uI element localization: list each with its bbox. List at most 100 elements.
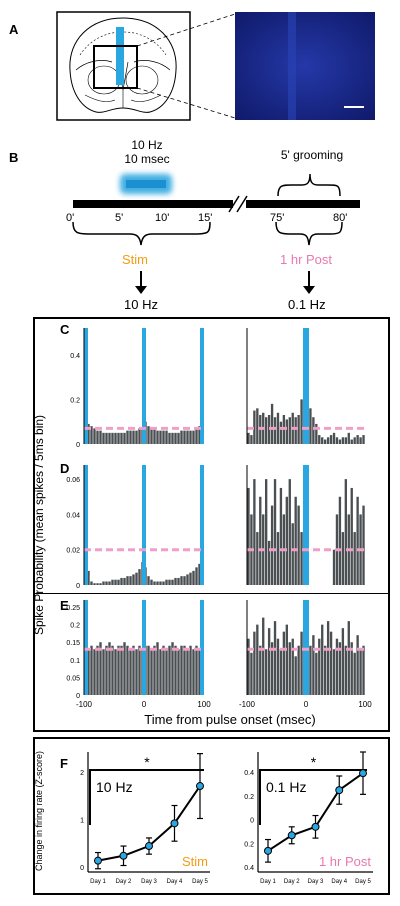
data-point bbox=[196, 782, 204, 791]
psth-c-left: 0.4 0.2 0 bbox=[70, 328, 204, 449]
y-tick-label: 0.1 bbox=[70, 658, 80, 665]
psth-bar bbox=[315, 652, 318, 695]
zoom-box bbox=[93, 45, 138, 89]
arrow-down-icon bbox=[303, 286, 315, 294]
data-point bbox=[264, 846, 272, 855]
psth-bar bbox=[350, 642, 353, 695]
psth-bar bbox=[168, 579, 171, 585]
psth-bar bbox=[183, 576, 186, 585]
psth-bar bbox=[192, 649, 195, 695]
psth-bar bbox=[156, 581, 159, 585]
psth-bar bbox=[288, 417, 291, 444]
psth-bar bbox=[195, 567, 198, 585]
psth-bar bbox=[123, 432, 126, 444]
stim-marker bbox=[142, 465, 146, 585]
psth-bar bbox=[276, 532, 280, 585]
stim-params: 10 Hz 10 msec bbox=[112, 138, 182, 166]
psth-bar bbox=[156, 642, 159, 695]
psth-bar bbox=[356, 435, 359, 444]
psth-bar bbox=[250, 652, 253, 695]
psth-bar bbox=[174, 645, 177, 695]
psth-bar bbox=[90, 426, 93, 444]
psth-bar bbox=[347, 621, 350, 695]
y-tick-label: 0.2 bbox=[70, 397, 80, 404]
psth-bar bbox=[177, 432, 180, 444]
psth-bar bbox=[291, 523, 294, 585]
post-brace bbox=[275, 221, 343, 246]
timeline-bar bbox=[73, 200, 233, 208]
psth-bar bbox=[259, 645, 262, 695]
psth-bar bbox=[318, 638, 321, 695]
psth-bar bbox=[273, 479, 277, 585]
y-tick-label: 0.02 bbox=[66, 548, 80, 555]
psth-bar bbox=[135, 430, 138, 444]
psth-bar bbox=[279, 421, 283, 444]
psth-bar bbox=[362, 435, 365, 444]
optic-fiber-icon bbox=[116, 27, 124, 85]
y-tick-label: 0.04 bbox=[66, 512, 80, 519]
psth-bar bbox=[198, 563, 201, 585]
data-point bbox=[359, 769, 367, 778]
x-tick-label: Day 4 bbox=[331, 879, 347, 885]
psth-bar bbox=[126, 576, 129, 585]
psth-bar bbox=[341, 532, 345, 585]
psth-bar bbox=[270, 403, 274, 444]
stim-marker bbox=[303, 600, 309, 695]
psth-bar bbox=[135, 572, 138, 585]
data-point bbox=[119, 851, 128, 860]
psth-bar bbox=[153, 428, 156, 444]
psth-bar bbox=[353, 652, 356, 695]
grooming-brace bbox=[277, 173, 341, 197]
psth-bar bbox=[344, 645, 347, 695]
stim-marker bbox=[84, 600, 88, 695]
panel-f-letter: F bbox=[60, 756, 68, 771]
y-tick-label: 0.4 bbox=[244, 865, 254, 872]
panel-a-brain bbox=[56, 11, 375, 121]
psth-bar bbox=[102, 432, 105, 444]
psth-bar bbox=[309, 408, 312, 444]
y-tick-label: 1 bbox=[80, 818, 84, 825]
post-rate: 0.1 Hz bbox=[288, 297, 326, 312]
psth-bar bbox=[321, 624, 324, 695]
data-point bbox=[170, 819, 179, 828]
psth-bar bbox=[300, 399, 303, 444]
psth-bar bbox=[256, 408, 259, 444]
tick-75: 75' bbox=[270, 212, 285, 224]
psth-bar bbox=[147, 426, 150, 444]
psth-xlabel: Time from pulse onset (msec) bbox=[144, 712, 316, 727]
panel-d-letter: D bbox=[60, 461, 70, 476]
histology-image bbox=[235, 12, 375, 120]
psth-bar bbox=[324, 645, 327, 695]
psth-bar bbox=[265, 417, 268, 444]
psth-bar bbox=[315, 423, 318, 444]
psth-bar bbox=[132, 574, 135, 585]
psth-bar bbox=[123, 642, 126, 695]
psth-bar bbox=[177, 577, 180, 585]
psth-bar bbox=[276, 638, 280, 695]
stim-marker bbox=[200, 465, 204, 585]
psth-bar bbox=[297, 505, 300, 585]
y-tick-label: 0.2 bbox=[244, 794, 254, 801]
panel-b-timeline bbox=[72, 173, 360, 294]
frequency-label: 0.1 Hz bbox=[266, 779, 306, 795]
psth-bar bbox=[105, 645, 108, 695]
psth-bar bbox=[114, 432, 117, 444]
psth-bar bbox=[159, 581, 162, 585]
psth-bar bbox=[162, 581, 165, 585]
y-tick-label: 0 bbox=[80, 865, 84, 872]
data-point bbox=[287, 831, 296, 840]
x-tick-label: -100 bbox=[239, 700, 256, 709]
psth-bar bbox=[321, 437, 324, 444]
psth-bar bbox=[138, 569, 141, 585]
psth-bar bbox=[102, 649, 105, 695]
psth-bar bbox=[297, 645, 300, 695]
psth-bar bbox=[171, 432, 174, 444]
psth-bar bbox=[341, 628, 345, 695]
significance-bracket bbox=[89, 769, 204, 825]
psth-e-left: 0.250.20.150.10.050-100 0 100 bbox=[66, 600, 211, 709]
line-chart-f-right: 0.4 0.2 0 0.2 0.4 Day 1 Day 2 Day 3 Day 4 Day 5 * 0… bbox=[244, 751, 373, 885]
psth-bar bbox=[93, 649, 96, 695]
psth-bar bbox=[129, 649, 132, 695]
psth-bar bbox=[177, 649, 180, 695]
stim-marker bbox=[200, 600, 204, 695]
